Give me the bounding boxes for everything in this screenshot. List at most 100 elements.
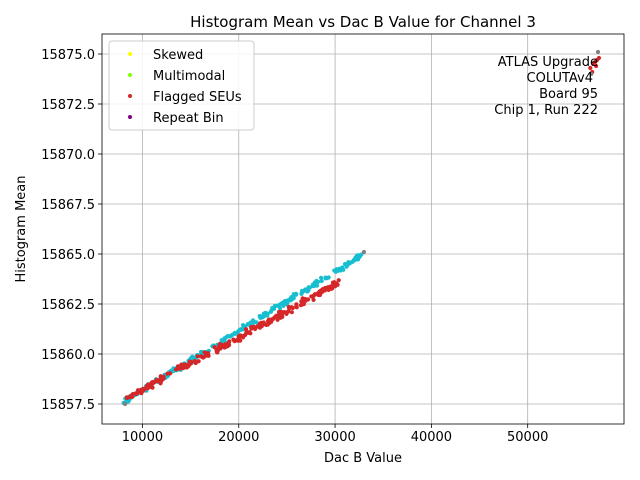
legend: Skewed Multimodal Flagged SEUs Repeat Bi… bbox=[108, 40, 255, 131]
data-point bbox=[263, 311, 268, 316]
x-tick-label: 40000 bbox=[411, 430, 452, 445]
data-point bbox=[214, 349, 219, 354]
data-point bbox=[158, 374, 163, 379]
data-point bbox=[176, 366, 181, 371]
data-point bbox=[203, 352, 209, 357]
legend-label-repeat-bin: Repeat Bin bbox=[153, 111, 224, 126]
data-point bbox=[161, 376, 166, 381]
data-point bbox=[223, 342, 229, 347]
data-point bbox=[274, 303, 279, 308]
legend-marker-skewed bbox=[128, 52, 132, 56]
annotation-line-2: COLUTAv4 bbox=[527, 71, 593, 86]
data-point bbox=[595, 49, 601, 55]
y-axis-label: Histogram Mean bbox=[14, 176, 29, 283]
data-point bbox=[307, 285, 313, 290]
x-tick-label: 20000 bbox=[218, 430, 259, 445]
data-point bbox=[150, 385, 155, 390]
y-axis-ticks: 15857.5 15860.0 15862.5 15865.0 15867.5 15870… bbox=[41, 48, 102, 413]
data-point bbox=[270, 316, 276, 321]
data-point bbox=[593, 63, 599, 69]
data-point bbox=[184, 365, 189, 370]
data-point bbox=[314, 292, 319, 297]
data-point bbox=[130, 392, 135, 397]
data-point bbox=[275, 317, 280, 322]
data-point bbox=[200, 355, 205, 360]
y-tick-label: 15857.5 bbox=[41, 398, 95, 413]
data-point bbox=[189, 355, 194, 360]
data-point bbox=[282, 310, 287, 315]
data-point bbox=[238, 327, 243, 333]
legend-marker-repeat-bin bbox=[128, 115, 132, 119]
data-point bbox=[265, 322, 270, 327]
data-point bbox=[261, 321, 267, 326]
x-axis-ticks: 10000 20000 30000 40000 50000 bbox=[122, 424, 548, 445]
legend-label-multimodal: Multimodal bbox=[153, 69, 225, 84]
data-point bbox=[294, 304, 299, 309]
data-point bbox=[261, 314, 266, 319]
data-point bbox=[249, 324, 254, 330]
data-point bbox=[235, 337, 241, 342]
data-point bbox=[322, 288, 327, 293]
data-point bbox=[338, 268, 343, 273]
legend-marker-multimodal bbox=[128, 73, 132, 77]
data-point bbox=[230, 332, 235, 337]
data-point bbox=[287, 306, 292, 311]
legend-label-flagged-seus: Flagged SEUs bbox=[153, 90, 242, 105]
annotation-line-1: ATLAS Upgrade bbox=[498, 55, 598, 70]
data-point bbox=[326, 287, 331, 293]
y-tick-label: 15867.5 bbox=[41, 198, 95, 213]
data-point bbox=[351, 258, 356, 263]
y-tick-label: 15875.0 bbox=[41, 48, 95, 63]
annotation-line-3: Board 95 bbox=[539, 87, 598, 102]
data-point bbox=[282, 300, 287, 306]
data-point bbox=[257, 313, 262, 319]
data-point bbox=[227, 339, 232, 344]
grid-lines bbox=[102, 34, 624, 424]
data-point bbox=[280, 314, 285, 320]
data-point bbox=[217, 341, 223, 346]
data-point bbox=[314, 283, 320, 288]
data-point bbox=[219, 338, 224, 343]
data-point bbox=[354, 253, 360, 258]
plot-frame bbox=[101, 33, 625, 425]
annotation-line-4: Chip 1, Run 222 bbox=[494, 103, 598, 118]
data-point bbox=[289, 310, 294, 315]
chart-title: Histogram Mean vs Dac B Value for Channe… bbox=[190, 13, 536, 31]
data-point bbox=[232, 338, 237, 343]
y-tick-label: 15865.0 bbox=[41, 248, 95, 263]
data-point bbox=[148, 382, 153, 387]
data-point bbox=[277, 314, 282, 319]
x-tick-label: 10000 bbox=[122, 430, 163, 445]
series-outliers bbox=[123, 49, 601, 407]
x-axis-label: Dac B Value bbox=[324, 451, 402, 466]
legend-frame bbox=[108, 40, 255, 131]
data-point bbox=[319, 278, 324, 284]
data-point bbox=[345, 262, 350, 268]
data-point bbox=[303, 298, 308, 303]
data-point bbox=[219, 344, 224, 350]
data-point bbox=[323, 275, 328, 280]
data-point bbox=[291, 295, 296, 300]
data-point bbox=[143, 386, 148, 391]
data-point bbox=[294, 292, 299, 297]
data-point bbox=[124, 395, 130, 400]
data-point bbox=[596, 55, 602, 61]
data-point bbox=[195, 354, 200, 359]
data-point bbox=[311, 297, 316, 302]
data-point bbox=[134, 391, 139, 396]
data-point bbox=[267, 318, 272, 323]
data-point bbox=[270, 307, 275, 312]
series-flagged-seus bbox=[124, 55, 602, 401]
x-tick-label: 30000 bbox=[314, 430, 355, 445]
data-point bbox=[156, 378, 161, 383]
data-point bbox=[361, 249, 367, 255]
data-point bbox=[179, 362, 184, 367]
data-point bbox=[241, 333, 246, 339]
data-point bbox=[304, 289, 310, 294]
legend-label-skewed: Skewed bbox=[153, 48, 203, 63]
data-point bbox=[193, 360, 198, 366]
y-tick-label: 15862.5 bbox=[41, 298, 95, 313]
data-point bbox=[299, 302, 305, 307]
